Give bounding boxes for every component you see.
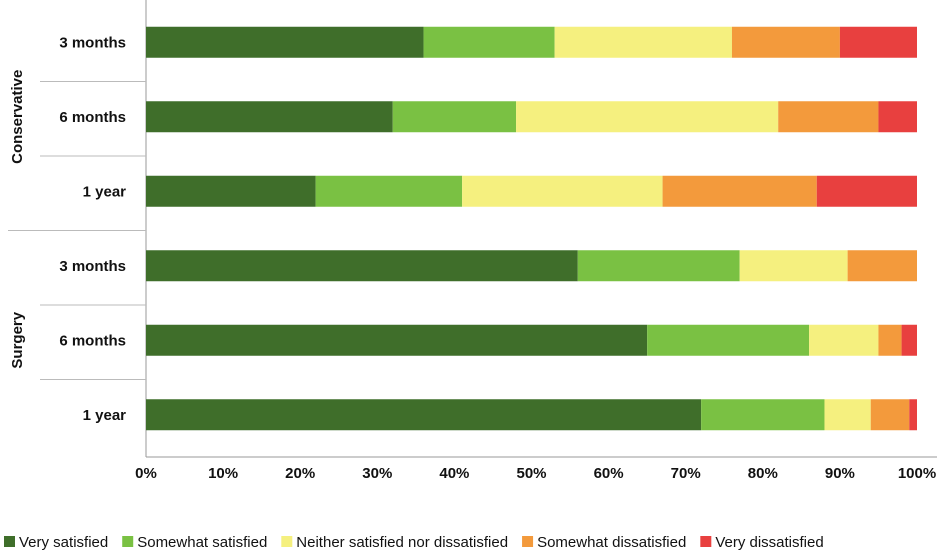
bar-segment-somewhat-satisfied — [701, 399, 825, 431]
legend-swatch — [700, 536, 712, 547]
bar-segment-neither-satisfied-nor-dissatisfied — [739, 250, 848, 282]
bar-segment-somewhat-dissatisfied — [778, 101, 879, 133]
bar-segment-somewhat-satisfied — [392, 101, 517, 133]
x-tick-label: 30% — [362, 465, 392, 482]
legend-label: Somewhat dissatisfied — [537, 534, 686, 551]
chart-axes — [8, 0, 937, 458]
x-tick-label: 20% — [285, 465, 315, 482]
category-label: 6 months — [59, 109, 126, 126]
category-label: 6 months — [59, 332, 126, 349]
y-axis-categories: 3 months 6 months 1 year 3 months 6 months 1 … — [59, 34, 126, 424]
legend-swatch — [122, 536, 134, 547]
bar-segment-very-satisfied — [146, 399, 702, 431]
bar-segment-somewhat-dissatisfied — [878, 324, 902, 356]
legend-label: Neither satisfied nor dissatisfied — [296, 534, 508, 551]
x-tick-label: 60% — [594, 465, 624, 482]
legend-swatch — [522, 536, 534, 547]
bar-segment-very-dissatisfied — [878, 101, 917, 133]
legend: Very satisfied Somewhat satisfied Neither … — [4, 534, 824, 551]
group-label: Conservative — [9, 70, 26, 164]
x-tick-label: 70% — [671, 465, 701, 482]
x-tick-label: 80% — [748, 465, 778, 482]
legend-label: Very satisfied — [19, 534, 108, 551]
category-label: 3 months — [59, 258, 126, 275]
category-label: 3 months — [59, 34, 126, 51]
bar-segment-somewhat-dissatisfied — [731, 26, 840, 58]
y-axis-groups: Conservative Surgery — [9, 70, 26, 369]
category-label: 1 year — [83, 183, 127, 200]
bar-segment-very-satisfied — [146, 101, 393, 133]
bar-segment-somewhat-satisfied — [577, 250, 740, 282]
bar-segment-somewhat-dissatisfied — [662, 175, 817, 207]
x-tick-label: 50% — [516, 465, 546, 482]
bar-segment-neither-satisfied-nor-dissatisfied — [516, 101, 779, 133]
bar-segment-somewhat-satisfied — [315, 175, 463, 207]
bar-segment-somewhat-satisfied — [423, 26, 555, 58]
bar-segment-very-dissatisfied — [901, 324, 917, 356]
category-label: 1 year — [83, 407, 127, 424]
bar-segment-somewhat-dissatisfied — [847, 250, 917, 282]
bar-segment-somewhat-dissatisfied — [870, 399, 910, 431]
bar-segment-very-satisfied — [146, 250, 578, 282]
legend-label: Somewhat satisfied — [137, 534, 267, 551]
x-tick-label: 10% — [208, 465, 238, 482]
x-tick-label: 90% — [825, 465, 855, 482]
bar-segment-very-satisfied — [146, 175, 316, 207]
x-axis-ticks: 0% 10% 20% 30% 40% 50% 60% 70% 80% 90% 100% — [135, 465, 936, 482]
bar-series — [146, 26, 917, 431]
bar-segment-very-satisfied — [146, 324, 648, 356]
bar-segment-neither-satisfied-nor-dissatisfied — [824, 399, 871, 431]
bar-segment-neither-satisfied-nor-dissatisfied — [809, 324, 879, 356]
legend-swatch — [281, 536, 293, 547]
bar-segment-neither-satisfied-nor-dissatisfied — [462, 175, 663, 207]
bar-segment-somewhat-satisfied — [647, 324, 810, 356]
bar-segment-very-dissatisfied — [816, 175, 917, 207]
bar-segment-very-satisfied — [146, 26, 424, 58]
legend-swatch — [4, 536, 15, 547]
bar-segment-very-dissatisfied — [909, 399, 917, 431]
x-tick-label: 100% — [898, 465, 936, 482]
group-label: Surgery — [9, 311, 26, 368]
bar-segment-very-dissatisfied — [839, 26, 917, 58]
x-tick-label: 0% — [135, 465, 157, 482]
x-tick-label: 40% — [439, 465, 469, 482]
legend-label: Very dissatisfied — [715, 534, 823, 551]
bar-segment-neither-satisfied-nor-dissatisfied — [554, 26, 732, 58]
